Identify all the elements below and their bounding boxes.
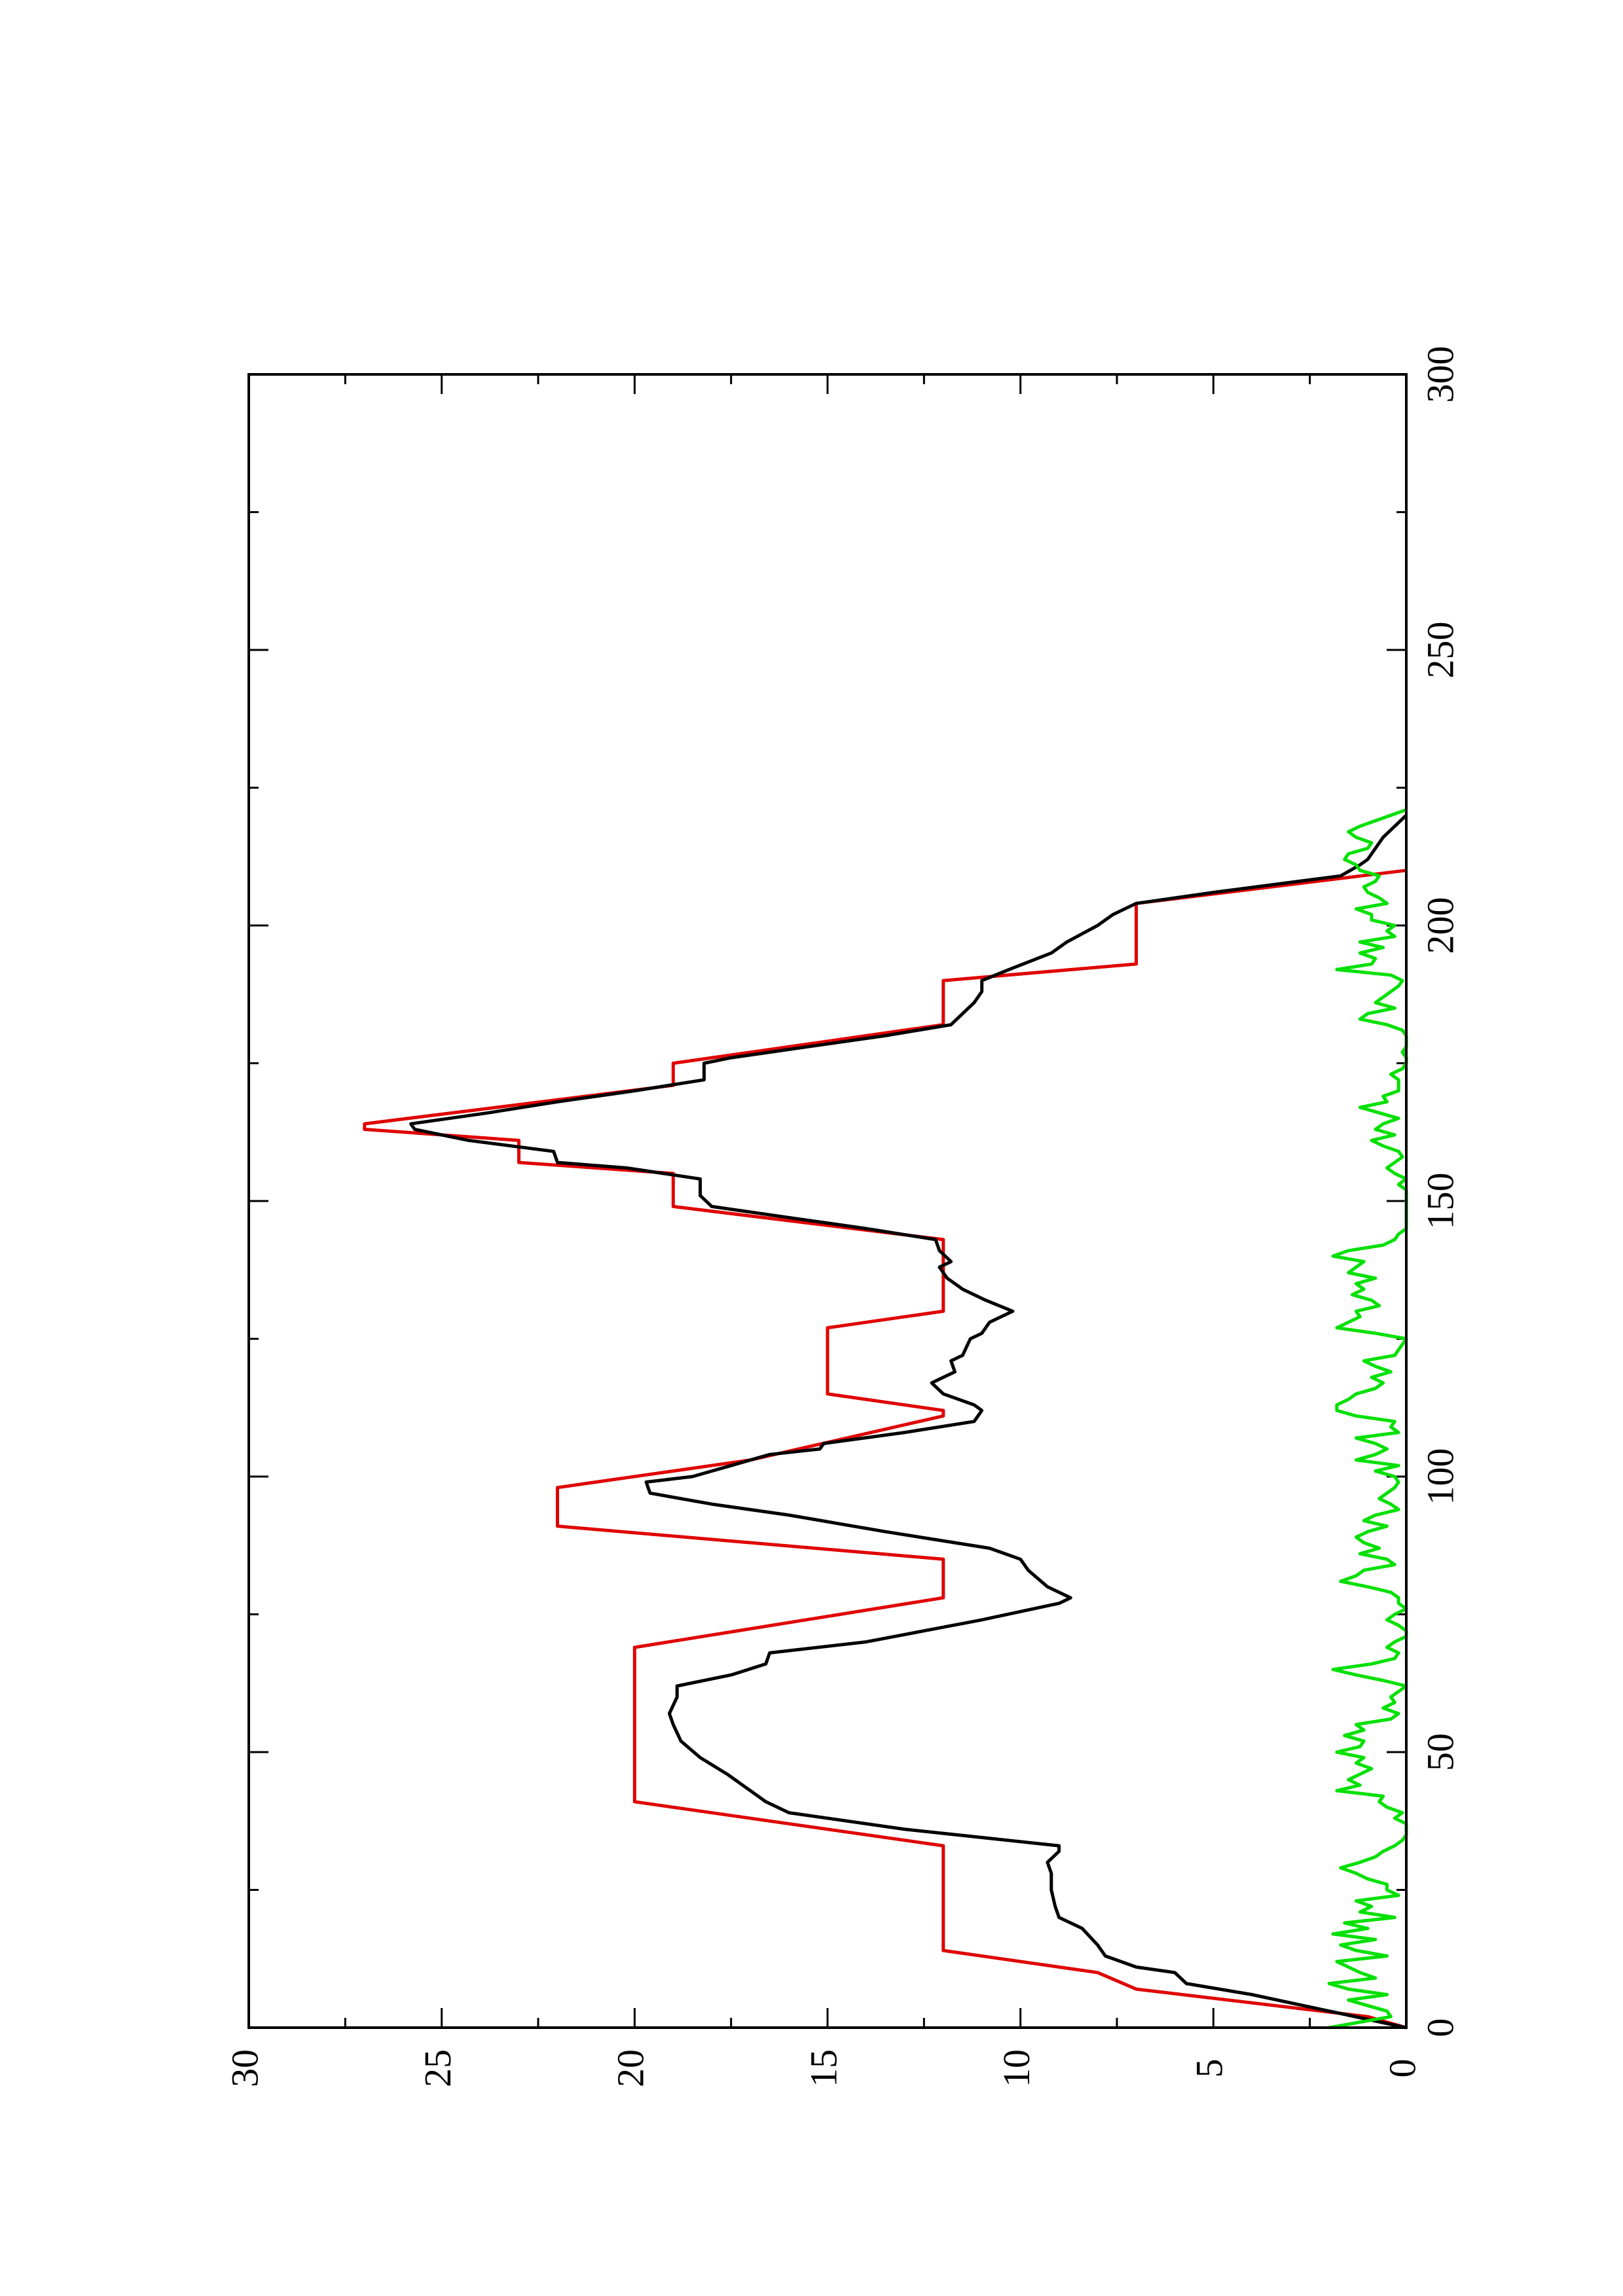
series-line-2 [409, 814, 1408, 2030]
x-tick-label: 200 [1419, 897, 1461, 954]
y-tick-label: 15 [802, 2049, 845, 2087]
series-line-3 [1327, 808, 1408, 2030]
y-tick-label: 10 [995, 2049, 1038, 2087]
x-tick-label: 250 [1419, 622, 1461, 679]
axis-ticks [247, 373, 1408, 2029]
y-tick-label: 0 [1381, 2059, 1423, 2078]
x-tick-label: 0 [1419, 2018, 1461, 2037]
y-tick-label: 5 [1188, 2059, 1231, 2078]
x-tick-label: 50 [1419, 1733, 1461, 1771]
y-tick-label: 20 [610, 2049, 652, 2087]
x-tick-label: 100 [1419, 1448, 1461, 1505]
y-tick-label: 25 [416, 2049, 459, 2087]
x-tick-label: 150 [1419, 1173, 1461, 1230]
plot-frame [247, 373, 1408, 2029]
y-tick-label: 30 [223, 2049, 266, 2087]
series-line-1 [363, 869, 1407, 2030]
tick-labels: 0 50 100 150 200 250 300 0 5 10 15 20 25 30 [223, 346, 1461, 2088]
x-tick-label: 300 [1419, 346, 1461, 403]
series-lines [363, 808, 1408, 2030]
